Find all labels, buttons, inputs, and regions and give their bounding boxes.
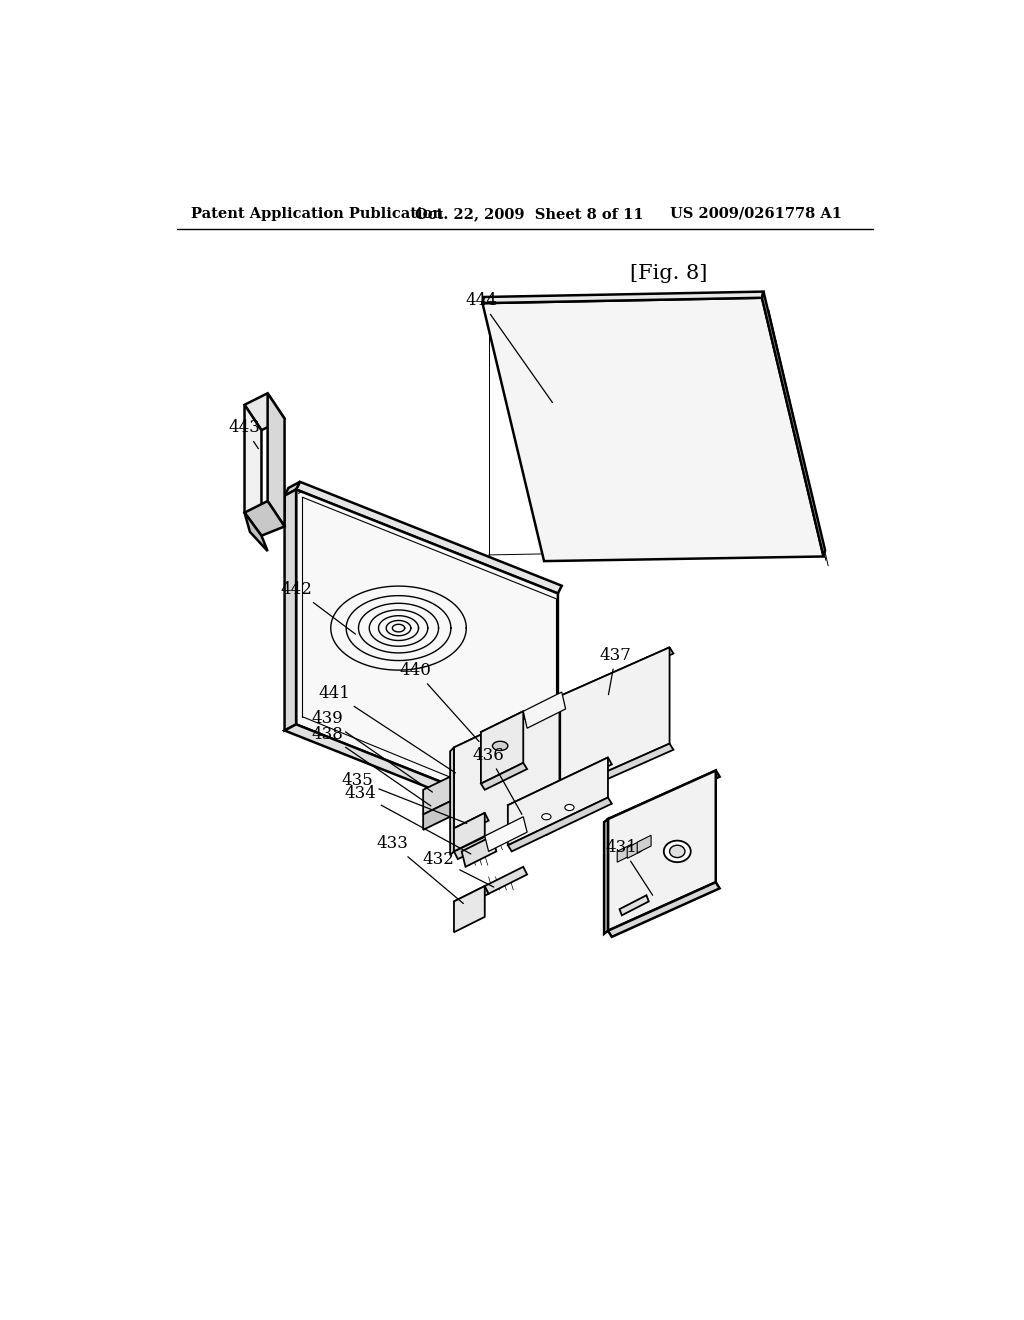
Polygon shape xyxy=(481,711,523,784)
Polygon shape xyxy=(296,490,558,829)
Polygon shape xyxy=(454,801,563,859)
Polygon shape xyxy=(762,292,825,557)
Text: 433: 433 xyxy=(377,836,464,903)
Polygon shape xyxy=(454,813,488,836)
Text: 434: 434 xyxy=(344,785,471,854)
Polygon shape xyxy=(620,895,649,915)
Polygon shape xyxy=(482,292,764,304)
Polygon shape xyxy=(608,771,716,931)
Polygon shape xyxy=(285,725,558,834)
Polygon shape xyxy=(296,482,562,594)
Text: US 2009/0261778 A1: US 2009/0261778 A1 xyxy=(670,207,842,220)
Polygon shape xyxy=(523,721,611,779)
Text: 431: 431 xyxy=(606,840,652,895)
Text: 436: 436 xyxy=(473,747,522,814)
Polygon shape xyxy=(454,886,488,909)
Ellipse shape xyxy=(542,813,551,820)
Text: Oct. 22, 2009  Sheet 8 of 11: Oct. 22, 2009 Sheet 8 of 11 xyxy=(416,207,644,220)
Text: Patent Application Publication: Patent Application Publication xyxy=(190,207,442,220)
Text: 439: 439 xyxy=(311,710,432,792)
Ellipse shape xyxy=(565,804,574,810)
Polygon shape xyxy=(617,845,631,862)
Ellipse shape xyxy=(664,841,691,862)
Polygon shape xyxy=(267,393,285,527)
Polygon shape xyxy=(285,482,300,496)
Polygon shape xyxy=(245,502,285,536)
Text: 437: 437 xyxy=(600,647,632,694)
Ellipse shape xyxy=(493,742,508,751)
Polygon shape xyxy=(454,886,484,932)
Polygon shape xyxy=(637,836,651,853)
Polygon shape xyxy=(628,841,641,858)
Polygon shape xyxy=(560,647,674,702)
Polygon shape xyxy=(481,763,527,789)
Polygon shape xyxy=(245,393,285,430)
Polygon shape xyxy=(482,298,823,561)
Ellipse shape xyxy=(670,845,685,858)
Polygon shape xyxy=(451,747,454,855)
Polygon shape xyxy=(523,692,565,729)
Polygon shape xyxy=(462,836,497,867)
Text: 444: 444 xyxy=(465,292,553,403)
Polygon shape xyxy=(604,818,608,933)
Polygon shape xyxy=(454,697,563,755)
Polygon shape xyxy=(560,743,674,799)
Text: 438: 438 xyxy=(311,726,431,807)
Text: 443: 443 xyxy=(228,420,260,449)
Polygon shape xyxy=(560,647,670,792)
Polygon shape xyxy=(508,758,611,812)
Polygon shape xyxy=(484,817,527,851)
Polygon shape xyxy=(508,797,611,851)
Polygon shape xyxy=(454,813,484,851)
Polygon shape xyxy=(608,882,720,937)
Polygon shape xyxy=(608,771,720,825)
Polygon shape xyxy=(423,801,451,830)
Polygon shape xyxy=(508,758,608,845)
Polygon shape xyxy=(285,490,296,730)
Polygon shape xyxy=(423,776,451,814)
Text: 442: 442 xyxy=(281,581,355,634)
Text: 441: 441 xyxy=(318,685,456,774)
Text: 435: 435 xyxy=(342,772,467,824)
Text: 432: 432 xyxy=(423,850,494,887)
Polygon shape xyxy=(245,405,261,536)
Polygon shape xyxy=(245,512,267,552)
Text: 440: 440 xyxy=(399,661,479,742)
Polygon shape xyxy=(484,867,527,894)
Polygon shape xyxy=(454,697,559,851)
Polygon shape xyxy=(481,711,527,738)
Text: [Fig. 8]: [Fig. 8] xyxy=(630,264,707,284)
